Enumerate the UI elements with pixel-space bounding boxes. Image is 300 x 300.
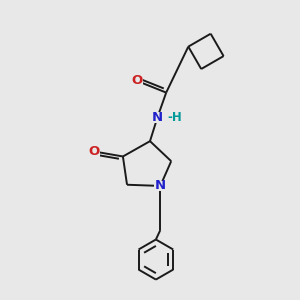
- Bar: [150, 112, 165, 123]
- Bar: [154, 181, 166, 191]
- Bar: [88, 146, 100, 157]
- Text: -H: -H: [167, 111, 182, 124]
- Text: N: N: [155, 179, 166, 192]
- Text: N: N: [152, 111, 163, 124]
- Bar: [130, 76, 143, 86]
- Text: O: O: [131, 74, 142, 87]
- Text: O: O: [88, 145, 100, 158]
